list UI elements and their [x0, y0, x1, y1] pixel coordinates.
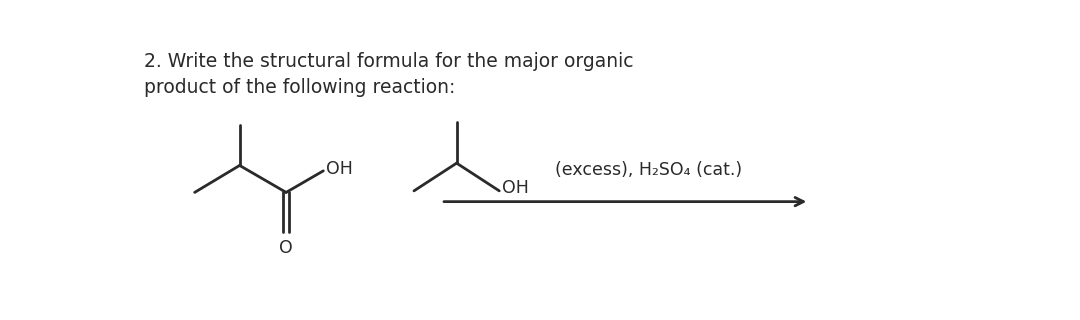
Text: (excess), H₂SO₄ (cat.): (excess), H₂SO₄ (cat.) [555, 161, 742, 179]
Text: OH: OH [326, 160, 353, 178]
Text: O: O [280, 239, 293, 257]
Text: 2. Write the structural formula for the major organic: 2. Write the structural formula for the … [145, 52, 634, 71]
Text: product of the following reaction:: product of the following reaction: [145, 78, 456, 97]
Text: OH: OH [502, 179, 529, 197]
